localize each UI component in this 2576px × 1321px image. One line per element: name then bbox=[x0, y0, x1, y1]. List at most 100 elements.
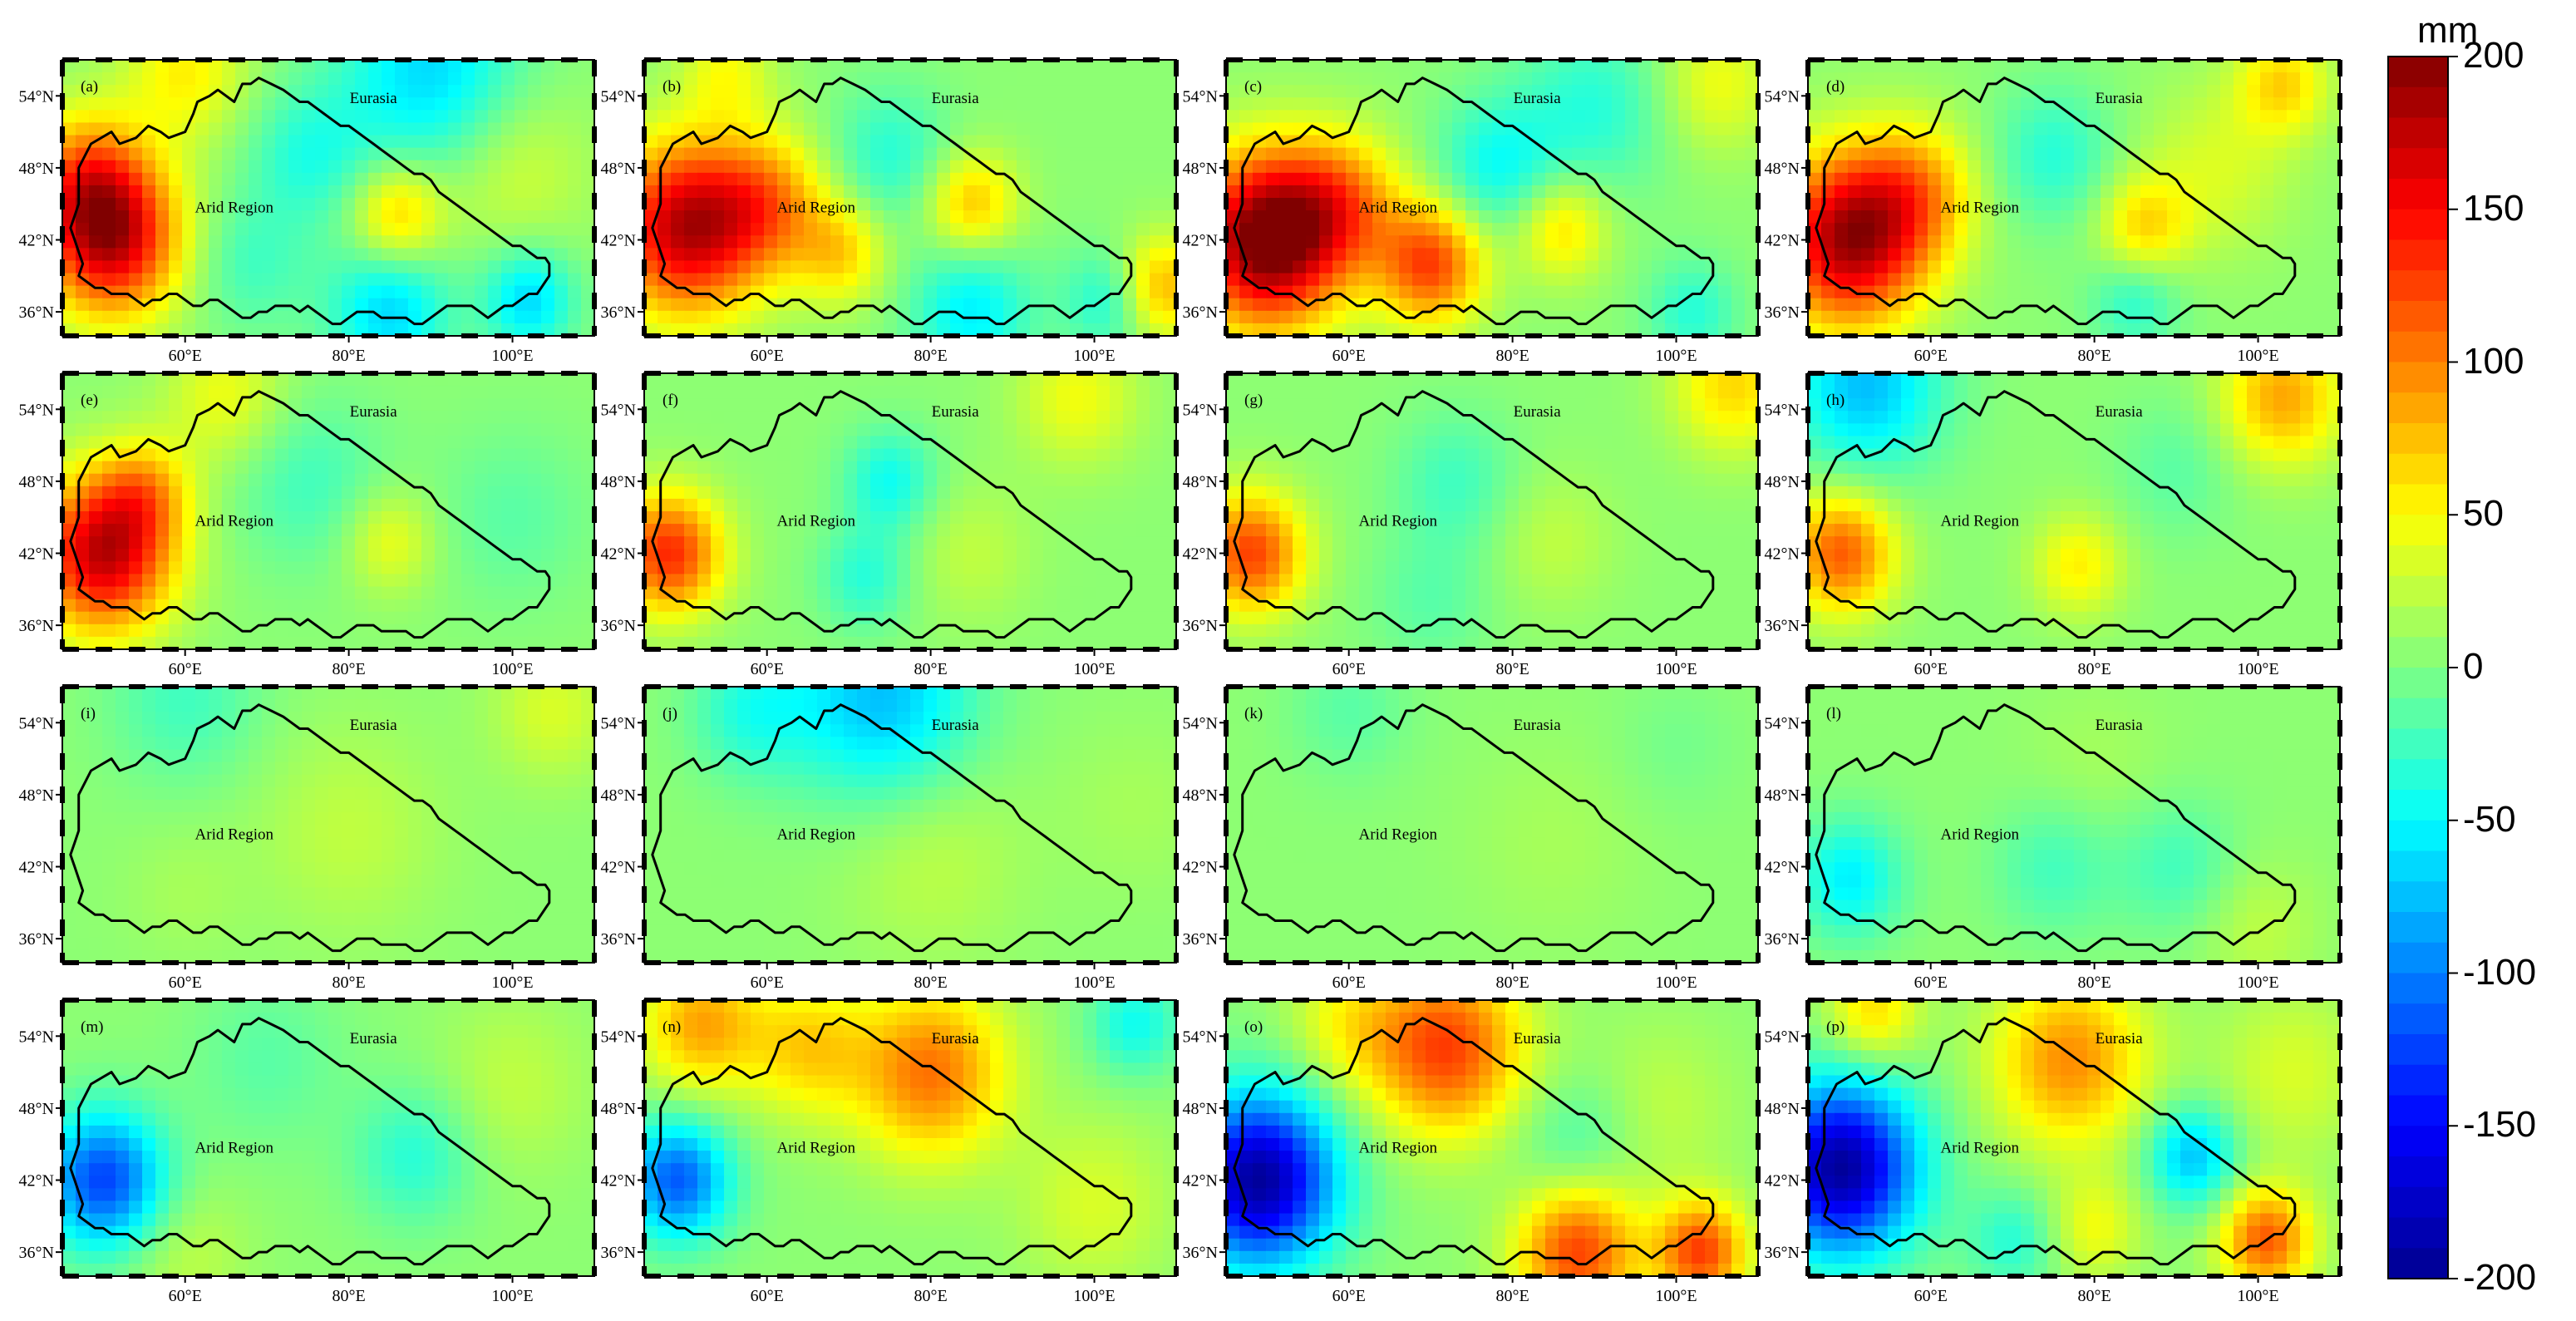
grid-cell bbox=[1057, 198, 1071, 211]
grid-cell bbox=[89, 636, 103, 649]
grid-cell bbox=[963, 260, 978, 274]
grid-cell bbox=[990, 248, 1004, 262]
grid-cell bbox=[1083, 97, 1097, 111]
grid-cell bbox=[1465, 185, 1480, 199]
grid-cell bbox=[791, 210, 805, 224]
grid-cell bbox=[195, 185, 209, 199]
grid-cell bbox=[541, 486, 555, 500]
grid-cell bbox=[76, 599, 90, 613]
grid-cell bbox=[408, 135, 422, 149]
grid-cell bbox=[342, 411, 356, 424]
grid-cell bbox=[302, 586, 316, 600]
grid-cell bbox=[2021, 323, 2035, 336]
grid-cell bbox=[249, 511, 263, 525]
grid-cell bbox=[275, 147, 289, 161]
grid-cell bbox=[711, 373, 725, 387]
grid-cell bbox=[884, 147, 898, 161]
grid-cell bbox=[1465, 210, 1480, 224]
grid-cell bbox=[977, 185, 991, 199]
grid-cell bbox=[2101, 273, 2115, 287]
grid-cell bbox=[209, 386, 223, 399]
grid-cell bbox=[368, 586, 382, 600]
grid-cell bbox=[249, 185, 263, 199]
grid-cell bbox=[328, 285, 342, 299]
grid-cell bbox=[2154, 85, 2168, 98]
frame-segment bbox=[2107, 333, 2124, 338]
grid-cell bbox=[1110, 386, 1124, 399]
grid-cell bbox=[2220, 110, 2234, 124]
grid-cell bbox=[1279, 85, 1293, 98]
grid-cell bbox=[817, 210, 831, 224]
grid-cell bbox=[884, 310, 898, 324]
grid-cell bbox=[1163, 185, 1176, 199]
frame-segment bbox=[495, 371, 511, 376]
grid-cell bbox=[568, 185, 582, 199]
grid-cell bbox=[1150, 160, 1164, 174]
grid-cell bbox=[421, 461, 436, 475]
grid-cell bbox=[1239, 310, 1254, 324]
grid-cell bbox=[488, 298, 502, 312]
grid-cell bbox=[1123, 185, 1137, 199]
grid-cell bbox=[1386, 72, 1400, 86]
grid-cell bbox=[1399, 260, 1413, 274]
grid-cell bbox=[1861, 273, 1875, 287]
grid-cell bbox=[235, 436, 249, 450]
grid-cell bbox=[195, 160, 209, 174]
grid-cell bbox=[1901, 285, 1915, 299]
grid-cell bbox=[568, 599, 582, 613]
grid-cell bbox=[2047, 97, 2061, 111]
grid-cell bbox=[644, 110, 658, 124]
grid-cell bbox=[1136, 411, 1150, 424]
grid-cell bbox=[302, 172, 316, 186]
grid-cell bbox=[448, 386, 462, 399]
grid-cell bbox=[2101, 285, 2115, 299]
grid-cell bbox=[684, 235, 698, 249]
grid-cell bbox=[1954, 147, 1968, 161]
grid-cell bbox=[315, 486, 329, 500]
grid-cell bbox=[302, 97, 316, 111]
grid-cell bbox=[1136, 72, 1150, 86]
grid-cell bbox=[195, 273, 209, 287]
grid-cell bbox=[1888, 310, 1902, 324]
grid-cell bbox=[169, 448, 183, 462]
grid-cell bbox=[235, 448, 249, 462]
grid-cell bbox=[2007, 110, 2022, 124]
grid-cell bbox=[1954, 260, 1968, 274]
grid-cell bbox=[2273, 122, 2288, 136]
grid-cell bbox=[1954, 185, 1968, 199]
frame-segment bbox=[60, 407, 65, 423]
grid-cell bbox=[129, 323, 143, 336]
grid-cell bbox=[435, 636, 449, 649]
grid-cell bbox=[2114, 298, 2128, 312]
grid-cell bbox=[963, 110, 978, 124]
grid-cell bbox=[1003, 273, 1017, 287]
grid-cell bbox=[1266, 260, 1280, 274]
grid-cell bbox=[541, 122, 555, 136]
grid-cell bbox=[844, 210, 858, 224]
grid-cell bbox=[328, 72, 342, 86]
grid-cell bbox=[142, 511, 156, 525]
grid-cell bbox=[368, 110, 382, 124]
grid-cell bbox=[1110, 210, 1124, 224]
grid-cell bbox=[435, 248, 449, 262]
grid-cell bbox=[2047, 135, 2061, 149]
grid-cell bbox=[461, 561, 475, 575]
grid-cell bbox=[1070, 135, 1084, 149]
grid-cell bbox=[222, 323, 236, 336]
grid-cell bbox=[1888, 223, 1902, 236]
grid-cell bbox=[2114, 72, 2128, 86]
grid-cell bbox=[275, 386, 289, 399]
grid-cell bbox=[977, 373, 991, 387]
grid-cell bbox=[2247, 135, 2261, 149]
grid-cell bbox=[1941, 285, 1955, 299]
grid-cell bbox=[1848, 172, 1862, 186]
grid-cell bbox=[737, 97, 751, 111]
grid-cell bbox=[1057, 223, 1071, 236]
grid-cell bbox=[76, 549, 90, 562]
grid-cell bbox=[1954, 273, 1968, 287]
grid-cell bbox=[1692, 110, 1706, 124]
grid-cell bbox=[1293, 310, 1307, 324]
grid-cell bbox=[262, 549, 276, 562]
grid-cell bbox=[116, 122, 130, 136]
grid-cell bbox=[1465, 122, 1480, 136]
